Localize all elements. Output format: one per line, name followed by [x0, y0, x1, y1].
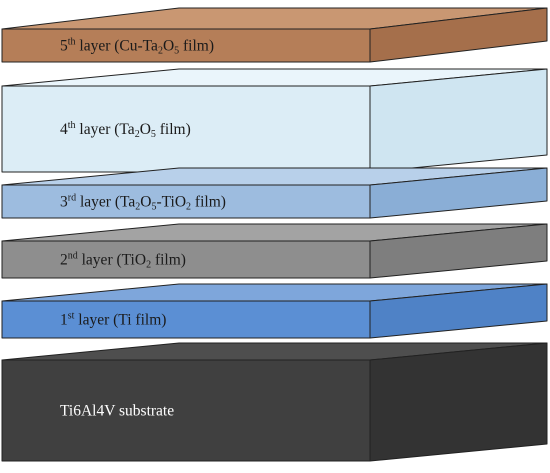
layer-5-side-face — [369, 7, 548, 63]
substrate-label: Ti6Al4V substrate — [60, 403, 174, 420]
layer-1: 1st layer (Ti film) — [1, 283, 548, 339]
layer-2-front-face — [1, 240, 371, 279]
layer-3: 3rd layer (Ta2O5-TiO2 film) — [1, 167, 548, 219]
substrate: Ti6Al4V substrate — [1, 342, 548, 462]
layer-3-label: 3rd layer (Ta2O5-TiO2 film) — [60, 193, 226, 213]
layer-4-side-face — [369, 68, 548, 173]
layer-4-label: 4th layer (Ta2O5 film) — [60, 120, 191, 140]
layer-2: 2nd layer (TiO2 film) — [1, 223, 548, 279]
layer-4: 4th layer (Ta2O5 film) — [1, 68, 548, 173]
layer-1-front-face — [1, 300, 371, 339]
substrate-side-face — [369, 342, 548, 462]
layer-1-label: 1st layer (Ti film) — [60, 311, 166, 329]
layer-2-label: 2nd layer (TiO2 film) — [60, 251, 186, 271]
layer-1-side-face — [369, 283, 548, 339]
substrate-front-face — [1, 359, 371, 462]
layer-2-side-face — [369, 223, 548, 279]
layer-3-side-face — [369, 167, 548, 219]
layer-5-label: 5th layer (Cu-Ta2O5 film) — [60, 37, 214, 57]
layer-5: 5th layer (Cu-Ta2O5 film) — [1, 7, 548, 63]
